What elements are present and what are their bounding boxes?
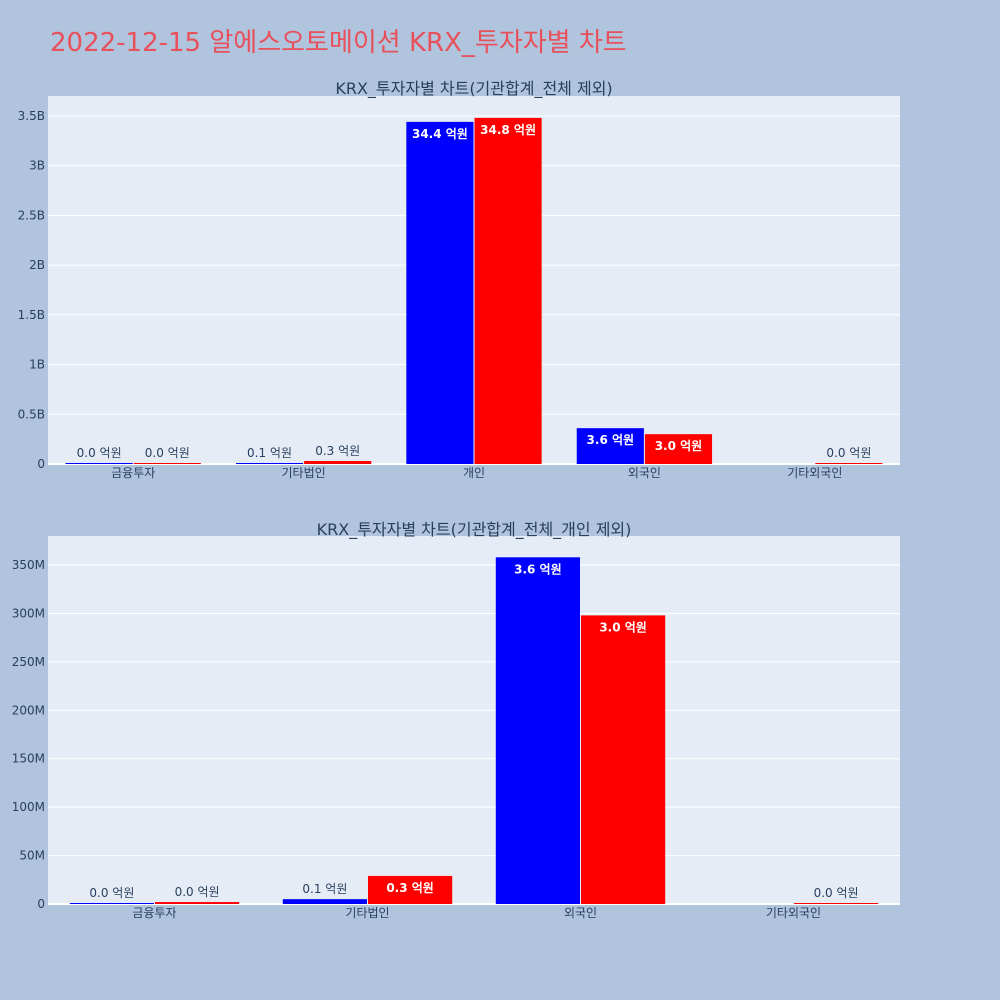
data-label: 0.0 억원 <box>175 885 220 899</box>
data-label: 0.1 억원 <box>302 882 347 896</box>
y-tick-label: 1B <box>29 358 45 372</box>
data-label: 0.3 억원 <box>315 444 360 458</box>
bar <box>304 461 372 464</box>
x-tick-label: 기타법인 <box>345 906 389 920</box>
y-tick-label: 350M <box>12 558 45 572</box>
bar <box>235 463 304 464</box>
data-label: 3.0 억원 <box>599 620 647 634</box>
x-tick-label: 기타법인 <box>282 466 326 480</box>
bar <box>474 117 542 465</box>
x-tick-label: 외국인 <box>628 466 661 480</box>
x-tick-label: 외국인 <box>564 906 597 920</box>
y-tick-label: 200M <box>12 703 45 717</box>
y-tick-label: 2B <box>29 258 45 272</box>
chart-title: KRX_투자자별 차트(기관합계_전체_개인 제외) <box>317 520 632 540</box>
data-label: 3.6 억원 <box>514 562 562 576</box>
data-label: 0.3 억원 <box>386 881 434 895</box>
bar <box>69 903 154 904</box>
bar <box>495 557 580 904</box>
y-tick-label: 2.5B <box>18 208 45 222</box>
y-tick-label: 3.5B <box>18 109 45 123</box>
bar <box>133 463 201 464</box>
bar <box>368 875 453 904</box>
y-tick-label: 0 <box>37 897 45 911</box>
bar <box>282 899 367 904</box>
data-label: 0.1 억원 <box>247 446 292 460</box>
y-tick-label: 0.5B <box>18 407 45 421</box>
bar <box>155 902 240 904</box>
data-label: 0.0 억원 <box>814 886 859 900</box>
x-tick-label: 기타외국인 <box>787 466 842 480</box>
bar <box>794 903 879 904</box>
data-label: 0.0 억원 <box>89 886 134 900</box>
y-tick-label: 3B <box>29 159 45 173</box>
x-tick-label: 기타외국인 <box>766 906 821 920</box>
y-tick-label: 50M <box>19 849 45 863</box>
bar <box>581 615 666 904</box>
data-label: 34.4 억원 <box>412 127 468 141</box>
data-label: 0.0 억원 <box>77 446 122 460</box>
bar <box>406 121 474 464</box>
y-tick-label: 150M <box>12 752 45 766</box>
bar <box>815 463 883 464</box>
plot-area <box>48 96 900 464</box>
bar <box>644 434 713 464</box>
chart-title: KRX_투자자별 차트(기관합계_전체 제외) <box>335 79 612 99</box>
plot-area <box>48 536 900 904</box>
x-tick-label: 금융투자 <box>132 906 176 920</box>
chart-krx-investor-excl-institution: 0 0.5B 1B 1.5B 2B 2.5B 3B 3.5B KRX_투자자별 차트(기관합계_… <box>18 79 900 480</box>
y-tick-label: 100M <box>12 800 45 814</box>
page-title: 2022-12-15 알에스오토메이션 KRX_투자자별 차트 <box>50 28 627 58</box>
y-tick-label: 300M <box>12 606 45 620</box>
data-label: 3.0 억원 <box>655 439 703 453</box>
data-label: 3.6 억원 <box>587 433 635 447</box>
x-tick-label: 개인 <box>463 466 485 480</box>
y-tick-label: 1.5B <box>18 308 45 322</box>
data-label: 34.8 억원 <box>480 123 536 137</box>
y-tick-label: 250M <box>12 655 45 669</box>
data-label: 0.0 억원 <box>826 446 871 460</box>
x-tick-label: 금융투자 <box>111 466 155 480</box>
chart-krx-investor-excl-institution-individual: 0 50M 100M 150M 200M 250M 300M 350M KRX_투자자별 차트(… <box>12 520 900 920</box>
y-tick-label: 0 <box>37 457 45 471</box>
bar <box>576 428 644 464</box>
data-label: 0.0 억원 <box>145 446 190 460</box>
bar <box>65 463 133 464</box>
